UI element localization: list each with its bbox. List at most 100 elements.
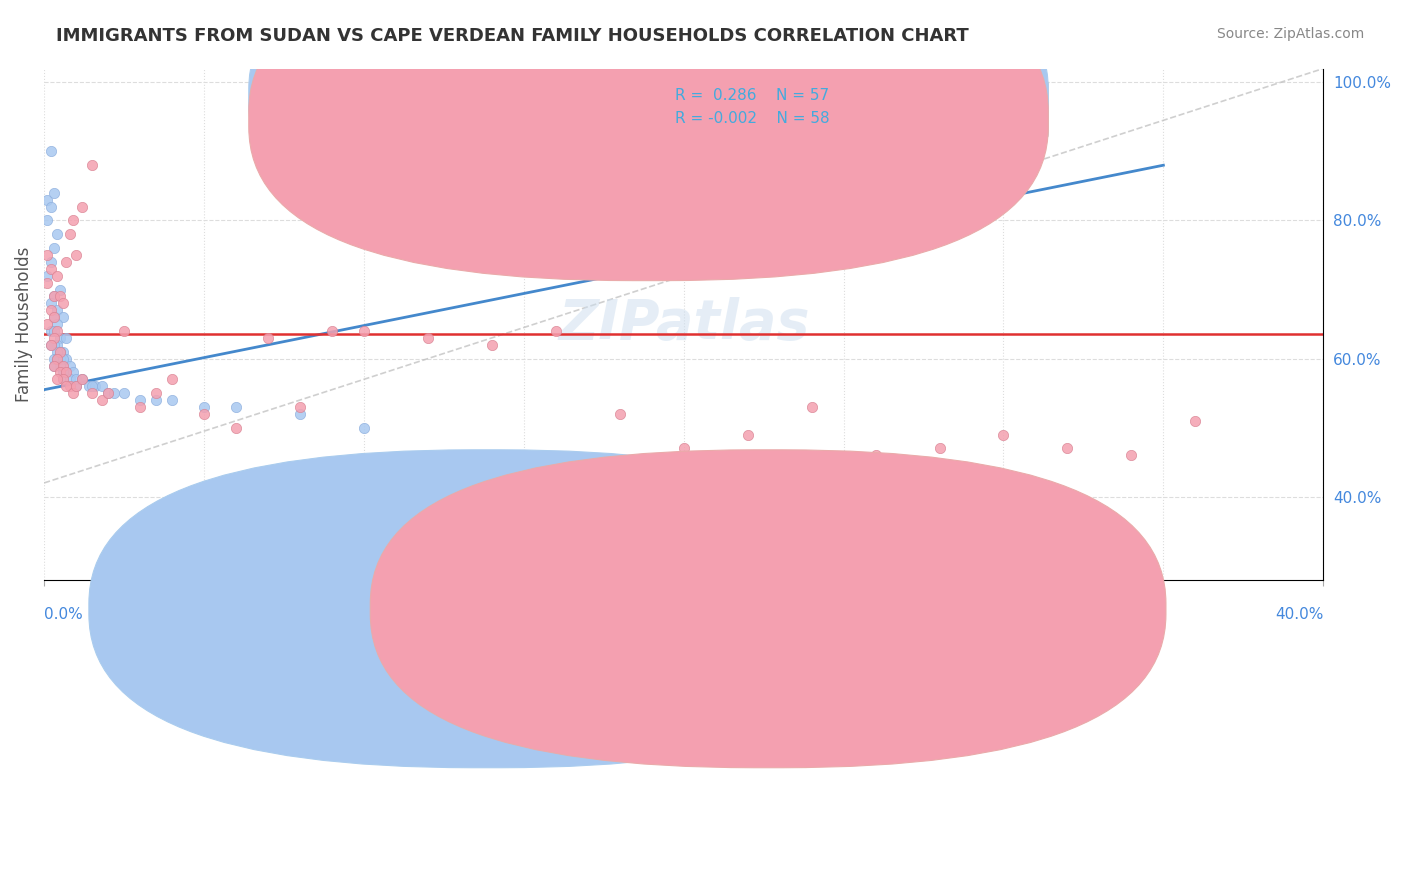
Point bbox=[1121, 448, 1143, 462]
Point bbox=[77, 379, 100, 393]
Point bbox=[112, 386, 135, 401]
Point bbox=[288, 407, 311, 421]
Point bbox=[52, 344, 75, 359]
Point bbox=[145, 386, 167, 401]
Point bbox=[45, 344, 67, 359]
Point bbox=[865, 448, 887, 462]
Point bbox=[80, 158, 103, 172]
Point bbox=[193, 407, 215, 421]
Point bbox=[1184, 414, 1206, 428]
Text: R = -0.002    N = 58: R = -0.002 N = 58 bbox=[675, 111, 830, 126]
Point bbox=[39, 324, 62, 338]
Point bbox=[45, 317, 67, 331]
Point bbox=[129, 400, 152, 414]
Point bbox=[59, 227, 82, 242]
Point bbox=[45, 372, 67, 386]
Point bbox=[45, 227, 67, 242]
Text: ZIPatlas: ZIPatlas bbox=[558, 297, 810, 351]
Point bbox=[65, 248, 87, 262]
FancyBboxPatch shape bbox=[249, 0, 1049, 259]
Point bbox=[928, 442, 950, 456]
Point bbox=[55, 331, 77, 345]
Text: 0.0%: 0.0% bbox=[44, 607, 83, 623]
Point bbox=[42, 186, 65, 200]
Point bbox=[39, 255, 62, 269]
Y-axis label: Family Households: Family Households bbox=[15, 246, 32, 401]
Point bbox=[37, 317, 59, 331]
Point bbox=[62, 386, 84, 401]
Point bbox=[37, 248, 59, 262]
Point bbox=[97, 386, 120, 401]
Point bbox=[37, 193, 59, 207]
Point bbox=[59, 379, 82, 393]
Point bbox=[39, 261, 62, 276]
Point bbox=[62, 366, 84, 380]
Point bbox=[55, 351, 77, 366]
Point bbox=[37, 276, 59, 290]
Point bbox=[45, 351, 67, 366]
Point bbox=[49, 283, 72, 297]
Point bbox=[481, 338, 503, 352]
Text: 40.0%: 40.0% bbox=[1275, 607, 1323, 623]
FancyBboxPatch shape bbox=[89, 450, 884, 768]
Point bbox=[59, 372, 82, 386]
Point bbox=[672, 442, 695, 456]
Point bbox=[90, 392, 112, 407]
Point bbox=[59, 359, 82, 373]
Point bbox=[42, 338, 65, 352]
Point bbox=[609, 407, 631, 421]
Point bbox=[52, 359, 75, 373]
Point bbox=[42, 359, 65, 373]
Point bbox=[52, 366, 75, 380]
Point bbox=[42, 359, 65, 373]
Point bbox=[42, 324, 65, 338]
Text: Cape Verdeans: Cape Verdeans bbox=[779, 607, 894, 623]
Point bbox=[55, 366, 77, 380]
Point bbox=[737, 427, 759, 442]
Point bbox=[49, 344, 72, 359]
Point bbox=[993, 427, 1015, 442]
Point bbox=[103, 386, 125, 401]
Text: Immigrants from Sudan: Immigrants from Sudan bbox=[465, 607, 647, 623]
Point bbox=[416, 331, 439, 345]
Point bbox=[42, 310, 65, 325]
Point bbox=[39, 303, 62, 318]
Point bbox=[42, 310, 65, 325]
Point bbox=[72, 372, 94, 386]
Point bbox=[45, 324, 67, 338]
Point bbox=[45, 351, 67, 366]
Point bbox=[353, 324, 375, 338]
FancyBboxPatch shape bbox=[613, 78, 1049, 140]
Text: Source: ZipAtlas.com: Source: ZipAtlas.com bbox=[1216, 27, 1364, 41]
Point bbox=[72, 200, 94, 214]
Point bbox=[42, 289, 65, 303]
Point bbox=[52, 310, 75, 325]
Point bbox=[62, 213, 84, 227]
Point bbox=[37, 268, 59, 283]
Point bbox=[544, 324, 567, 338]
Point bbox=[49, 351, 72, 366]
Point bbox=[49, 366, 72, 380]
Point bbox=[225, 420, 247, 434]
Point bbox=[49, 359, 72, 373]
Point bbox=[42, 331, 65, 345]
Point bbox=[800, 400, 823, 414]
Point bbox=[39, 145, 62, 159]
Point bbox=[80, 386, 103, 401]
Point bbox=[193, 400, 215, 414]
Point bbox=[52, 296, 75, 310]
Point bbox=[112, 324, 135, 338]
Point bbox=[37, 213, 59, 227]
Point bbox=[145, 392, 167, 407]
Point bbox=[45, 338, 67, 352]
Point bbox=[49, 331, 72, 345]
Point bbox=[288, 400, 311, 414]
Point bbox=[65, 379, 87, 393]
Point bbox=[80, 379, 103, 393]
Point bbox=[97, 386, 120, 401]
Point bbox=[353, 420, 375, 434]
Point bbox=[49, 344, 72, 359]
Point bbox=[45, 303, 67, 318]
Point bbox=[129, 392, 152, 407]
Point bbox=[52, 372, 75, 386]
